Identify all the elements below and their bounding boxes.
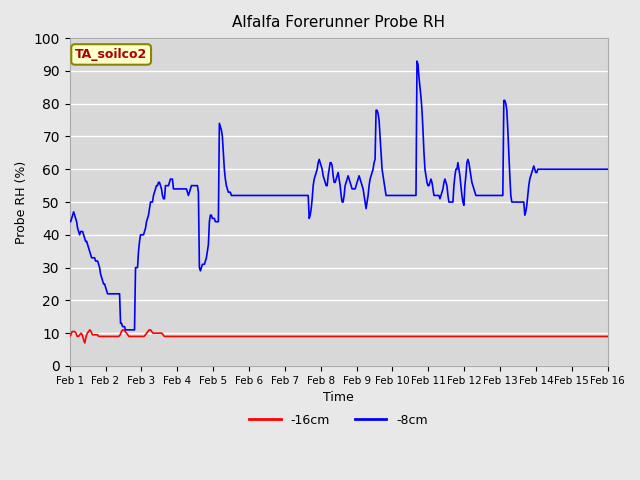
Legend: -16cm, -8cm: -16cm, -8cm (244, 409, 433, 432)
Y-axis label: Probe RH (%): Probe RH (%) (15, 160, 28, 244)
X-axis label: Time: Time (323, 391, 354, 404)
Title: Alfalfa Forerunner Probe RH: Alfalfa Forerunner Probe RH (232, 15, 445, 30)
Text: TA_soilco2: TA_soilco2 (75, 48, 147, 61)
